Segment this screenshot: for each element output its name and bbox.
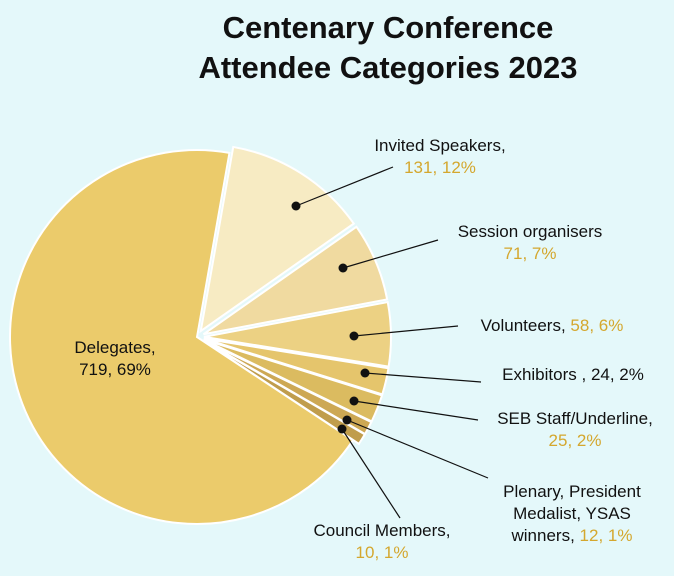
category-label: Council Members,: [313, 521, 451, 540]
category-label: SEB Staff/Underline,: [497, 409, 653, 428]
leader-dot: [349, 396, 359, 406]
leader-line: [342, 239, 439, 269]
value-label: 131, 12%: [404, 158, 476, 177]
category-label: Invited Speakers,: [374, 136, 506, 155]
slice-label: Session organisers 71, 7%: [430, 221, 630, 265]
pie-slice: [199, 145, 356, 334]
value-label: 25, 2%: [548, 431, 602, 450]
pie-slice: [203, 337, 390, 396]
slice-label: Invited Speakers, 131, 12%: [340, 135, 540, 179]
pie-slice: [202, 225, 389, 336]
slice-label: Council Members, 10, 1%: [292, 520, 472, 564]
leader-line: [341, 428, 401, 519]
slice-label: Volunteers, 58, 6%: [462, 315, 642, 337]
value-label: 12, 1%: [579, 526, 633, 545]
category-label: Session organisers: [457, 222, 603, 241]
pie-slice: [203, 300, 392, 368]
value-label: 10, 1%: [355, 543, 409, 562]
leader-dot: [291, 201, 301, 211]
leader-line: [346, 419, 489, 479]
value-label: 24, 2%: [590, 365, 644, 384]
leader-dot: [360, 368, 370, 378]
leader-dot: [349, 331, 359, 341]
slice-label: Plenary, President Medalist, YSAS winner…: [488, 481, 656, 547]
category-label: Exhibitors ,: [502, 365, 587, 384]
leader-line: [353, 400, 479, 421]
pie-slice: [9, 149, 355, 525]
value-label: 71, 7%: [503, 244, 557, 263]
slice-label: Delegates, 719, 69%: [35, 337, 195, 381]
leader-dot: [337, 424, 347, 434]
leader-line: [364, 372, 482, 383]
value-label: 58, 6%: [570, 316, 624, 335]
leader-line: [295, 166, 394, 207]
chart-title: Centenary Conference Attendee Categories…: [198, 10, 578, 85]
leader-line: [353, 325, 459, 337]
pie-slice: [202, 339, 367, 446]
category-label: Volunteers,: [480, 316, 566, 335]
slice-label: SEB Staff/Underline, 25, 2%: [480, 408, 670, 452]
category-label: Delegates,: [74, 338, 156, 357]
slice-label: Exhibitors , 24, 2%: [478, 364, 668, 386]
leader-dot: [338, 263, 348, 273]
category-label: Plenary, President Medalist, YSAS winner…: [503, 482, 641, 545]
leader-dot: [342, 415, 352, 425]
value-label: 719, 69%: [79, 360, 151, 379]
